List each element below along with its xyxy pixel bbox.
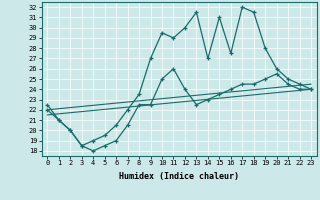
- X-axis label: Humidex (Indice chaleur): Humidex (Indice chaleur): [119, 172, 239, 181]
